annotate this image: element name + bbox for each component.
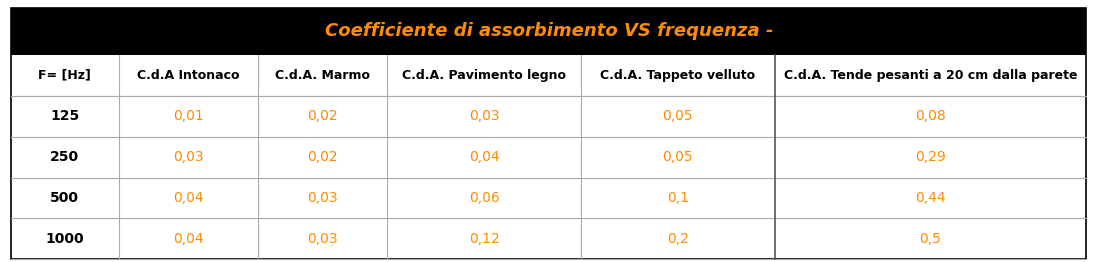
FancyBboxPatch shape <box>11 137 1086 178</box>
Text: 0,1: 0,1 <box>667 191 689 205</box>
Text: 0,04: 0,04 <box>174 191 204 205</box>
Text: 0,44: 0,44 <box>915 191 946 205</box>
Text: C.d.A. Tende pesanti a 20 cm dalla parete: C.d.A. Tende pesanti a 20 cm dalla paret… <box>784 69 1077 82</box>
Text: 0,03: 0,03 <box>307 232 338 246</box>
Text: 0,03: 0,03 <box>174 150 204 164</box>
Text: 500: 500 <box>50 191 79 205</box>
Text: C.d.A Intonaco: C.d.A Intonaco <box>137 69 239 82</box>
FancyBboxPatch shape <box>11 178 1086 219</box>
FancyBboxPatch shape <box>11 55 1086 96</box>
Text: 0,02: 0,02 <box>307 109 338 123</box>
Text: 0,01: 0,01 <box>173 109 204 123</box>
Text: C.d.A. Pavimento legno: C.d.A. Pavimento legno <box>402 69 567 82</box>
Text: 0,12: 0,12 <box>469 232 500 246</box>
Text: 0,06: 0,06 <box>469 191 500 205</box>
Text: 0,08: 0,08 <box>915 109 946 123</box>
Text: C.d.A. Tappeto velluto: C.d.A. Tappeto velluto <box>600 69 756 82</box>
Text: 0,5: 0,5 <box>919 232 942 246</box>
Text: 0,05: 0,05 <box>662 109 693 123</box>
Text: 125: 125 <box>50 109 79 123</box>
Text: 0,04: 0,04 <box>174 232 204 246</box>
Text: 0,05: 0,05 <box>662 150 693 164</box>
Text: C.d.A. Marmo: C.d.A. Marmo <box>275 69 371 82</box>
Text: 250: 250 <box>50 150 79 164</box>
Text: 0,03: 0,03 <box>307 191 338 205</box>
Text: 0,2: 0,2 <box>667 232 689 246</box>
Text: Coefficiente di assorbimento VS frequenza -: Coefficiente di assorbimento VS frequenz… <box>325 23 772 40</box>
Text: 0,04: 0,04 <box>469 150 500 164</box>
Text: 0,29: 0,29 <box>915 150 946 164</box>
Text: F= [Hz]: F= [Hz] <box>38 69 91 82</box>
FancyBboxPatch shape <box>11 96 1086 137</box>
Text: 1000: 1000 <box>46 232 85 246</box>
Text: 0,03: 0,03 <box>469 109 500 123</box>
FancyBboxPatch shape <box>11 8 1086 55</box>
FancyBboxPatch shape <box>11 219 1086 259</box>
Text: 0,02: 0,02 <box>307 150 338 164</box>
